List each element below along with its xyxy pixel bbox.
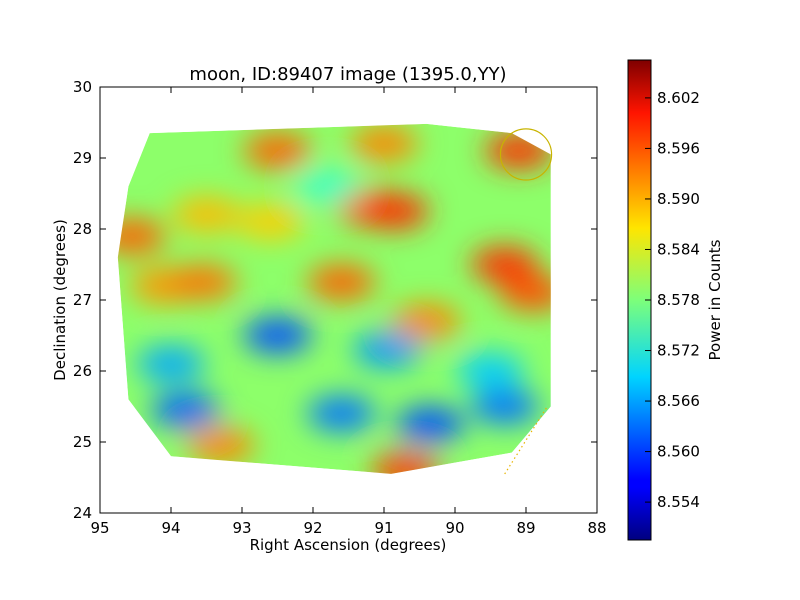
colorbar-tick-label: 8.590 — [657, 190, 700, 208]
y-tick-label: 27 — [73, 291, 92, 309]
x-tick-label: 91 — [374, 519, 393, 537]
annotations — [499, 128, 553, 475]
colorbar: 8.554 8.560 8.566 8.572 8.578 8.584 8.590 8.596… — [627, 59, 724, 541]
heatmap-feature — [396, 406, 465, 443]
colorbar-ticks: 8.554 8.560 8.566 8.572 8.578 8.584 8.590 8.596… — [645, 89, 700, 511]
moon-marker-circle — [499, 128, 553, 181]
colorbar-tick-label: 8.596 — [657, 139, 700, 157]
colorbar-tick-label: 8.578 — [657, 291, 700, 309]
colorbar-tick-label: 8.572 — [657, 342, 700, 360]
heatmap-feature — [456, 353, 525, 389]
colorbar-tick-label: 8.602 — [657, 89, 700, 107]
heatmap-feature — [371, 452, 440, 474]
heatmap-feature — [151, 392, 220, 429]
heatmap-feature — [353, 331, 422, 368]
heatmap-feature — [307, 264, 376, 301]
heatmap-feature — [470, 246, 539, 283]
heatmap-feature — [499, 274, 551, 311]
x-tick-label: 89 — [516, 519, 535, 537]
heatmap-feature — [236, 203, 305, 240]
heatmap-feature — [392, 303, 461, 340]
y-tick-label: 30 — [73, 78, 92, 96]
x-tick-label: 93 — [232, 519, 251, 537]
y-tick-label: 26 — [73, 362, 92, 380]
heatmap-feature — [470, 388, 539, 425]
x-tick-label: 90 — [445, 519, 464, 537]
heatmap-feature — [307, 395, 376, 432]
x-tick-label: 92 — [303, 519, 322, 537]
heatmap-feature — [243, 132, 312, 169]
heatmap-feature — [350, 125, 418, 162]
heatmap-feature — [293, 168, 362, 205]
y-tick-label: 28 — [73, 220, 92, 238]
colorbar-label: Power in Counts — [706, 239, 724, 360]
x-axis-label: Right Ascension (degrees) — [250, 536, 447, 554]
heatmap-feature — [168, 264, 237, 301]
x-axis: 95 94 93 92 91 90 89 88 — [90, 87, 607, 537]
y-axis-label: Declination (degrees) — [51, 219, 69, 381]
plot-area: 95 94 93 92 91 90 89 88 24 25 26 27 28 29 30 — [73, 78, 607, 537]
heatmap-feature — [172, 196, 241, 233]
y-axis: 24 25 26 27 28 29 30 — [73, 78, 597, 522]
colorbar-tick-label: 8.584 — [657, 240, 700, 258]
y-tick-label: 24 — [73, 504, 92, 522]
heatmap-feature — [137, 345, 205, 382]
heatmap-feature — [360, 193, 429, 230]
heatmap-image — [117, 123, 551, 474]
heatmap-feature — [186, 427, 255, 464]
heatmap-feature — [243, 317, 312, 354]
x-tick-label: 95 — [90, 519, 109, 537]
y-tick-label: 25 — [73, 433, 92, 451]
chart-title: moon, ID:89407 image (1395.0,YY) — [189, 64, 506, 85]
y-tick-label: 29 — [73, 149, 92, 167]
colorbar-tick-label: 8.554 — [657, 493, 700, 511]
colorbar-tick-label: 8.560 — [657, 443, 700, 461]
x-tick-label: 88 — [587, 519, 606, 537]
x-tick-label: 94 — [161, 519, 180, 537]
heatmap-feature — [117, 218, 166, 255]
colorbar-tick-label: 8.566 — [657, 392, 700, 410]
